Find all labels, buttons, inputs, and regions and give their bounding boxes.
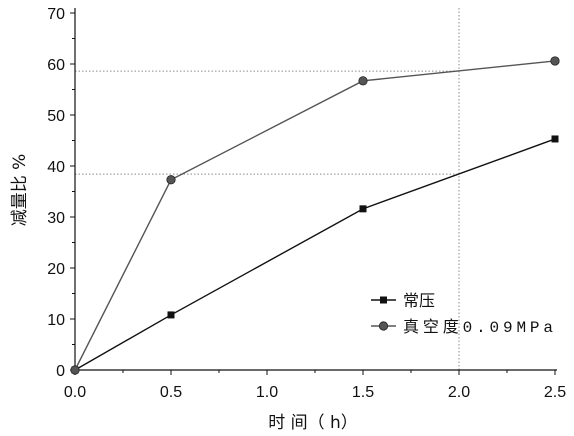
legend-square-marker: [380, 296, 387, 304]
x-tick-label: 1.5: [352, 384, 374, 401]
series-2-point-1: [70, 365, 80, 375]
y-tick-label: 40: [47, 159, 65, 176]
x-tick-label: 2.0: [448, 384, 470, 401]
x-tick-label: 1.0: [256, 384, 278, 401]
series-1-point-2: [167, 311, 175, 319]
legend-label: 常压: [403, 292, 435, 311]
y-tick-label: 50: [47, 108, 65, 125]
x-tick-label: 0.5: [160, 384, 182, 401]
x-axis-title: 时 间（ h）: [268, 413, 358, 433]
series-1-point-4: [551, 135, 559, 143]
tick-labels: 0.0 0.5 1.0 1.5 2.0 2.5 0 10 20 30 40 50 60 70: [47, 6, 566, 401]
x-tick-label: 2.5: [544, 384, 566, 401]
legend-item-series-2: 真空度0.09MPa: [371, 318, 553, 337]
y-tick-label: 10: [47, 312, 65, 329]
series-1-point-3: [359, 205, 367, 213]
legend-item-series-1: 常压: [371, 292, 435, 311]
series-2-point-3: [358, 76, 368, 86]
x-tick-label: 0.0: [64, 384, 86, 401]
y-axis-title: 减量比 %: [10, 154, 30, 227]
y-tick-label: 20: [47, 261, 65, 278]
y-tick-label: 30: [47, 210, 65, 227]
legend-circle-marker: [378, 321, 389, 331]
axes: [70, 8, 557, 375]
y-tick-label: 60: [47, 57, 65, 74]
series-2-point-4: [550, 56, 560, 66]
series-2-line: [74, 60, 556, 371]
plot-series: [70, 56, 560, 375]
series-1-line: [74, 138, 556, 371]
y-tick-label: 0: [56, 363, 65, 380]
series-2-point-2: [166, 175, 176, 185]
y-tick-label: 70: [47, 6, 65, 23]
legend-label: 真空度0.09MPa: [403, 318, 553, 337]
legend: 常压 真空度0.09MPa: [371, 292, 553, 337]
reference-lines: [75, 8, 460, 370]
